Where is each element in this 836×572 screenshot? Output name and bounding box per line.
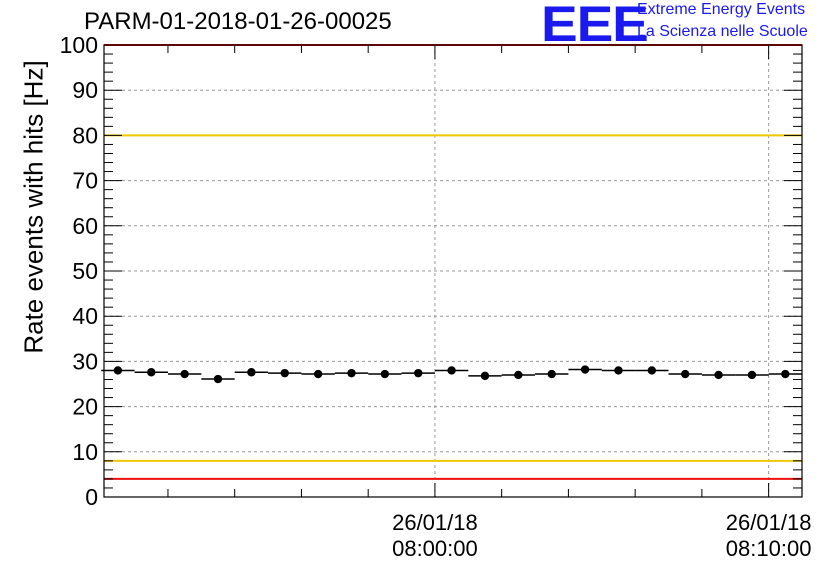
- data-point: [647, 366, 657, 375]
- data-point: [580, 365, 590, 374]
- data-point: [213, 374, 223, 384]
- data-point: [681, 369, 690, 379]
- data-point: [414, 368, 423, 378]
- x-tick-date: 26/01/18: [725, 510, 812, 535]
- data-point: [714, 370, 723, 380]
- data-point: [313, 369, 323, 379]
- x-tick-time: 08:10:00: [725, 536, 812, 561]
- data-point: [380, 369, 390, 379]
- x-tick-time: 08:00:00: [392, 536, 478, 561]
- chart-title: PARM-01-2018-01-26-00025: [84, 8, 392, 35]
- x-tick-date: 26/01/18: [392, 510, 478, 535]
- y-axis-label: Rate events with hits [Hz]: [18, 60, 49, 354]
- data-point: [347, 368, 356, 378]
- y-tick-labels: 0 10 20 30 40 50 60 70 80 90 100: [60, 32, 98, 510]
- data-point: [614, 366, 623, 375]
- eee-logo-mark: EEE: [541, 0, 649, 52]
- y-tick-label: 0: [85, 484, 98, 510]
- y-tick-label: 60: [72, 213, 98, 239]
- data-point: [113, 366, 123, 375]
- y-tick-label: 20: [72, 394, 98, 420]
- data-point: [180, 369, 189, 379]
- reference-lines: [104, 44, 802, 480]
- grid-lines: [104, 45, 802, 497]
- logo-line-1: Extreme Energy Events: [637, 1, 806, 18]
- data-point: [480, 371, 490, 381]
- y-tick-label: 80: [72, 122, 98, 148]
- data-point: [781, 369, 790, 379]
- data-point: [447, 366, 456, 375]
- data-point: [247, 368, 256, 377]
- y-tick-label: 40: [72, 303, 98, 329]
- logo-line-2: La Scienza nelle Scuole: [637, 23, 808, 40]
- data-point: [747, 370, 757, 380]
- data-point: [147, 368, 156, 377]
- y-tick-label: 70: [72, 168, 98, 194]
- data-point: [547, 369, 556, 379]
- y-tick-label: 90: [72, 77, 98, 103]
- x-tick-label-1: 26/01/18 08:10:00: [689, 510, 836, 562]
- data-point: [514, 370, 523, 380]
- axis-ticks: [104, 44, 802, 498]
- x-tick-label-0: 26/01/18 08:00:00: [355, 510, 515, 562]
- data-points: [101, 365, 802, 384]
- data-point: [280, 368, 289, 378]
- y-tick-label: 10: [72, 439, 98, 465]
- y-tick-label: 100: [60, 32, 98, 58]
- y-tick-label: 30: [72, 348, 98, 374]
- y-tick-label: 50: [72, 258, 98, 284]
